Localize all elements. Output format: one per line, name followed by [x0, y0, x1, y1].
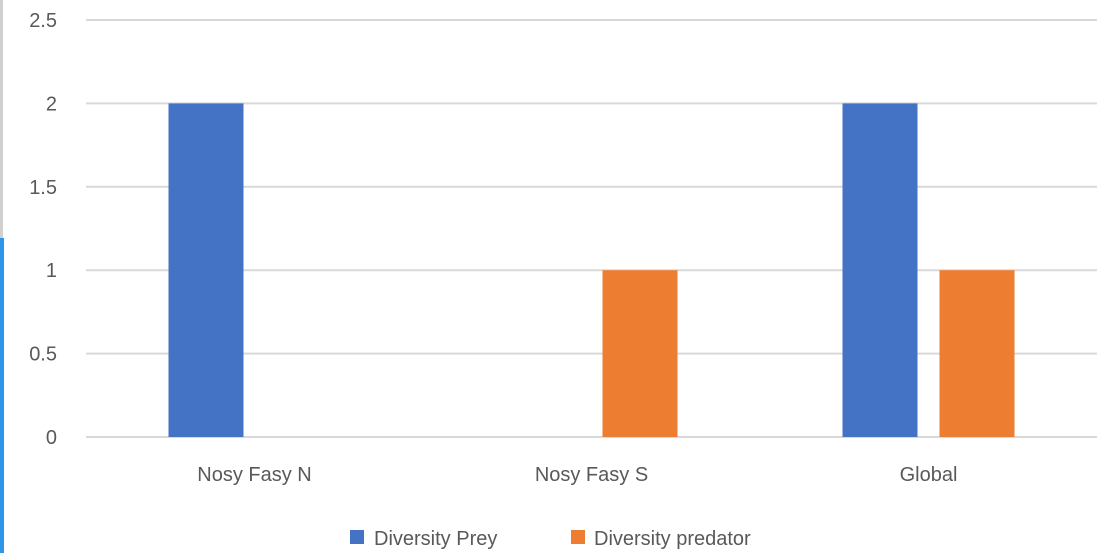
bar-diversity-prey-global: [842, 103, 918, 438]
y-tick-label: 1: [46, 260, 57, 282]
bars: [168, 103, 1015, 438]
x-category-label: Global: [900, 464, 958, 486]
y-tick-label: 2.5: [29, 10, 57, 32]
y-axis-tick-labels: 0 0.5 1 1.5 2 2.5: [29, 10, 57, 449]
window-edge: [0, 0, 3, 238]
x-category-label: Nosy Fasy N: [197, 464, 311, 486]
y-tick-label: 0: [46, 427, 57, 449]
legend-label: Diversity Prey: [374, 528, 497, 550]
x-category-label: Nosy Fasy S: [535, 464, 648, 486]
window-accent-edge: [0, 238, 4, 553]
y-tick-label: 1.5: [29, 177, 57, 199]
bar-diversity-predator-nosy-fasy-s: [602, 270, 678, 437]
y-tick-label: 2: [46, 93, 57, 115]
legend-swatch: [571, 530, 585, 544]
legend: Diversity Prey Diversity predator: [350, 528, 751, 550]
bar-diversity-predator-global: [939, 270, 1015, 437]
x-axis-category-labels: Nosy Fasy N Nosy Fasy S Global: [197, 464, 957, 486]
legend-swatch: [350, 530, 364, 544]
gridlines: [86, 19, 1097, 438]
y-tick-label: 0.5: [29, 344, 57, 366]
bar-diversity-prey-nosy-fasy-n: [168, 103, 244, 438]
legend-label: Diversity predator: [594, 528, 751, 550]
